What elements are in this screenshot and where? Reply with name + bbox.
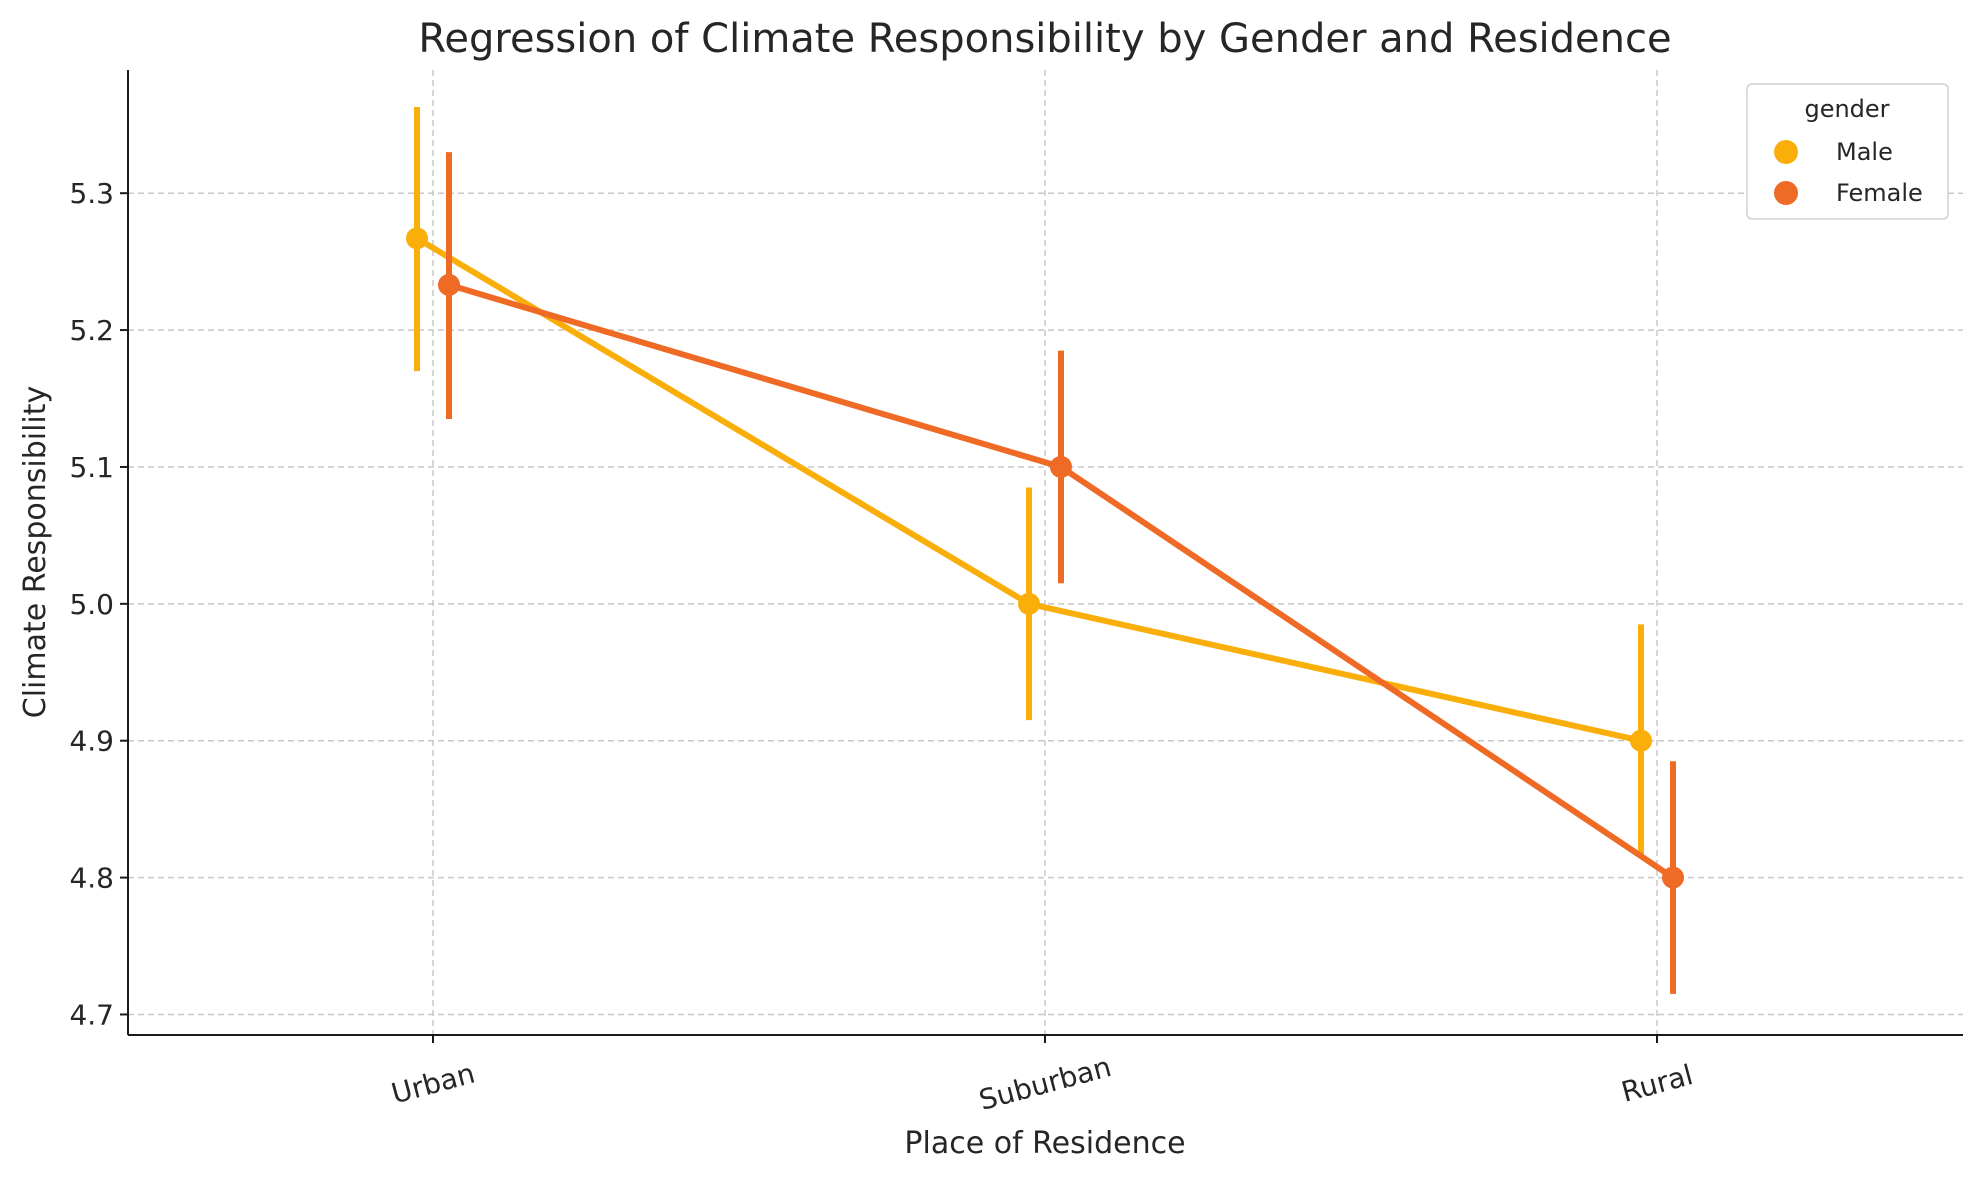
x-axis-label: Place of Residence (904, 1126, 1185, 1161)
data-point (1630, 729, 1652, 752)
y-axis-ticks: 4.7 4.8 4.9 5.0 5.1 5.2 5.3 (69, 177, 128, 1031)
data-point (1050, 455, 1072, 478)
legend-items: Male Female (1774, 138, 1923, 207)
data-point (438, 273, 460, 296)
y-tick-label: 5.2 (69, 314, 114, 347)
x-tick-label: Suburban (976, 1050, 1115, 1117)
legend: gender Male Female (1746, 83, 1949, 220)
data-point (1018, 592, 1040, 615)
legend-marker-male (1774, 140, 1798, 164)
chart-title: Regression of Climate Responsibility by … (418, 16, 1671, 62)
series-female (438, 152, 1684, 994)
series-male (406, 106, 1652, 858)
data-point (1662, 866, 1684, 889)
y-tick-label: 4.7 (69, 998, 114, 1031)
series-layer (406, 106, 1684, 994)
y-tick-label: 5.3 (69, 177, 114, 210)
y-axis-label: Climate Responsibility (18, 386, 53, 719)
y-tick-label: 4.8 (69, 862, 114, 895)
legend-label-male: Male (1836, 138, 1893, 166)
x-axis-ticks: Urban Suburban Rural (388, 1035, 1696, 1117)
grid (128, 70, 1963, 1035)
y-tick-label: 5.0 (69, 588, 114, 621)
legend-label-female: Female (1836, 179, 1923, 207)
x-tick-label: Urban (388, 1057, 478, 1111)
y-tick-label: 5.1 (69, 451, 114, 484)
legend-frame (1746, 83, 1949, 220)
x-tick-label: Rural (1618, 1058, 1696, 1109)
legend-title: gender (1804, 95, 1889, 123)
y-tick-label: 4.9 (69, 725, 114, 758)
legend-marker-female (1774, 181, 1798, 205)
data-point (406, 227, 428, 250)
